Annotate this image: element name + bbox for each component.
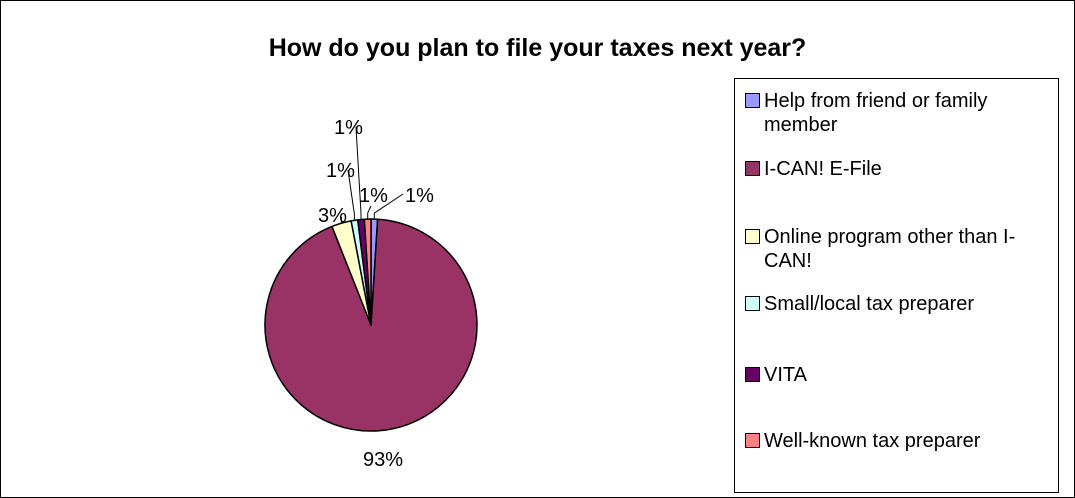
leader-line	[355, 126, 362, 220]
chart-title: How do you plan to file your taxes next …	[268, 34, 807, 62]
legend-swatch	[745, 161, 760, 176]
legend-label: Help from friend or family member	[764, 90, 988, 136]
legend-swatch	[745, 433, 760, 448]
legend-item: VITA	[745, 363, 1054, 387]
data-label: 1%	[326, 160, 355, 182]
data-label: 1%	[359, 185, 388, 207]
leader-line	[347, 169, 355, 221]
data-label: 1%	[405, 185, 434, 207]
legend-label: I-CAN! E-File	[764, 158, 882, 180]
legend: Help from friend or family member I-CAN! …	[734, 78, 1059, 493]
legend-item: Online program other than I-CAN!	[745, 225, 1034, 273]
legend-label: Well-known tax preparer	[764, 430, 981, 452]
data-label: 93%	[363, 449, 403, 471]
legend-item: I-CAN! E-File	[745, 157, 1054, 181]
leader-line	[367, 205, 372, 220]
data-label: 1%	[334, 117, 363, 139]
legend-swatch	[745, 229, 760, 244]
legend-label: Online program other than I-CAN!	[764, 226, 1016, 272]
legend-swatch	[745, 296, 760, 311]
legend-item: Well-known tax preparer	[745, 429, 984, 453]
leader-line	[339, 215, 342, 224]
leader-line	[373, 193, 404, 220]
legend-item: Small/local tax preparer	[745, 292, 1054, 316]
legend-swatch	[745, 367, 760, 382]
data-label: 3%	[318, 205, 347, 227]
legend-label: VITA	[764, 364, 807, 386]
legend-label: Small/local tax preparer	[764, 293, 975, 315]
legend-swatch	[745, 93, 760, 108]
legend-item: Help from friend or family member	[745, 89, 1004, 137]
